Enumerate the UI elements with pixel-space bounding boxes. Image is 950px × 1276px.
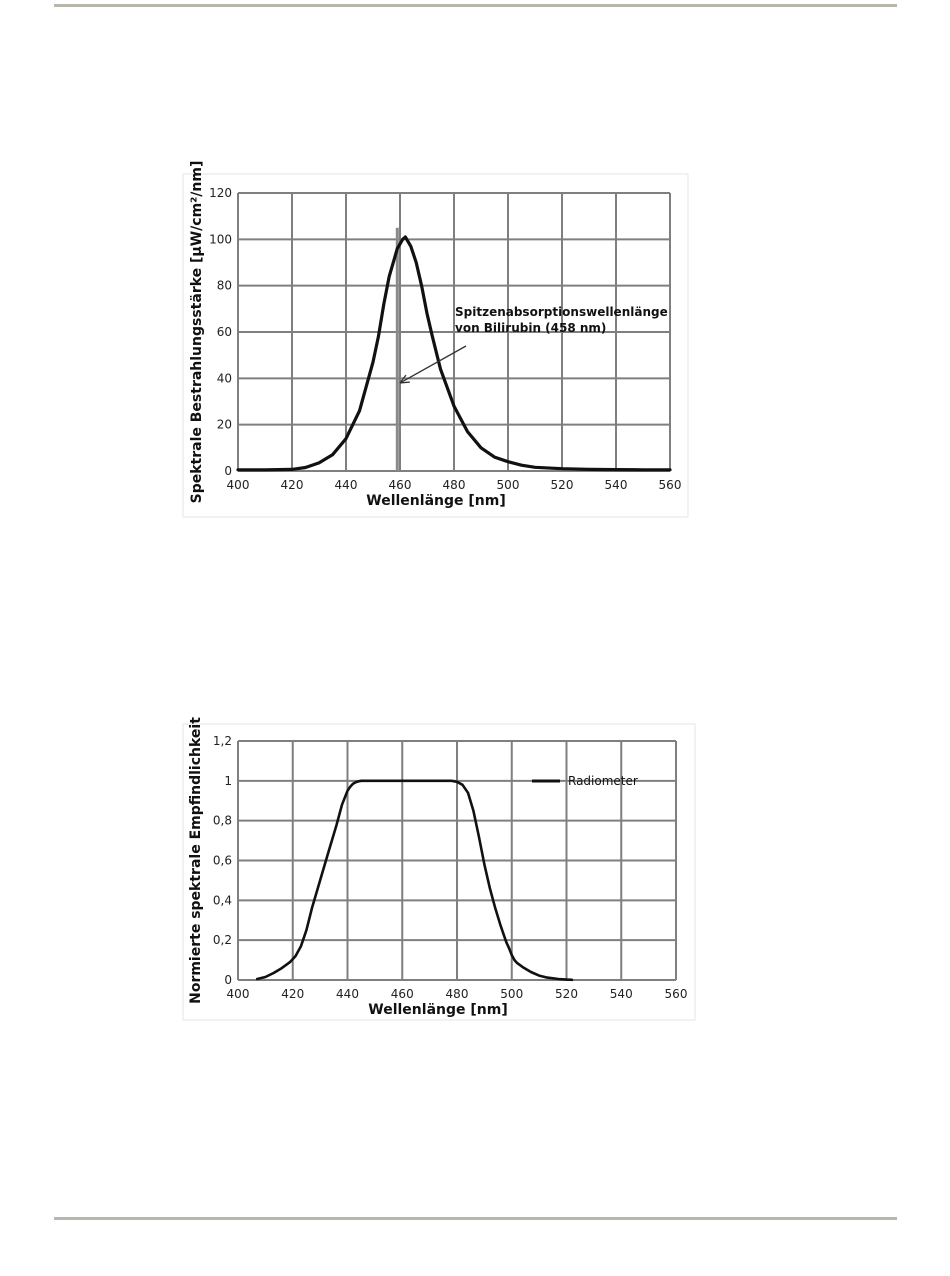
x-tick-label: 560: [665, 987, 688, 1001]
x-tick-label: 460: [391, 987, 414, 1001]
y-tick-label: 0,2: [213, 933, 232, 947]
y-tick-label: 100: [209, 232, 232, 246]
y-tick-label: 0,4: [213, 893, 232, 907]
series-line: [255, 779, 574, 982]
x-tick-label: 480: [443, 478, 466, 492]
x-tick-label: 540: [610, 987, 633, 1001]
x-axis-label: Wellenlänge [nm]: [366, 493, 505, 509]
x-tick-label: 560: [659, 478, 682, 492]
x-tick-label: 400: [227, 987, 250, 1001]
y-tick-label: 1,2: [213, 734, 232, 748]
x-tick-label: 480: [446, 987, 469, 1001]
x-tick-label: 500: [500, 987, 523, 1001]
annotation-arrowhead: [399, 374, 410, 384]
x-tick-label: 420: [281, 478, 304, 492]
chart-frame: [182, 723, 696, 1021]
y-tick-label: 120: [209, 186, 232, 200]
y-tick-label: 20: [217, 418, 232, 432]
x-tick-label: 440: [335, 478, 358, 492]
sensitivity-chart: 400 420 440 460 480 500 520 540 560 0 0,2 0,4 0,6 0,8…: [182, 717, 696, 1021]
x-tick-label: 540: [605, 478, 628, 492]
legend-label: Radiometer: [568, 774, 638, 788]
y-tick-label: 60: [217, 325, 232, 339]
y-tick-label: 1: [224, 774, 232, 788]
y-tick-label: 0: [224, 464, 232, 478]
bottom-rule: [54, 1217, 897, 1220]
x-tick-label: 500: [497, 478, 520, 492]
y-axis-label: Spektrale Bestrahlungsstärke [µW/cm²/nm]: [189, 161, 205, 504]
x-tick-label: 440: [336, 987, 359, 1001]
x-tick-label: 520: [555, 987, 578, 1001]
y-tick-label: 40: [217, 371, 232, 385]
y-tick-label: 0,8: [213, 814, 232, 828]
annotation-text: von Bilirubin (458 nm): [455, 321, 606, 335]
x-tick-label: 420: [281, 987, 304, 1001]
x-tick-label: 460: [389, 478, 412, 492]
y-axis-label: Normierte spektrale Empfindlichkeit: [188, 717, 204, 1004]
y-tick-label: 80: [217, 279, 232, 293]
annotation-text: Spitzenabsorptionswellenlänge: [455, 305, 668, 319]
chart-frame: [182, 173, 689, 518]
irradiance-chart: 400 420 440 460 480 500 520 540 560 0 20 40 60 80 100 1…: [182, 161, 689, 518]
top-rule: [54, 4, 897, 7]
series-line: [236, 235, 672, 472]
x-tick-label: 400: [227, 478, 250, 492]
x-axis-label: Wellenlänge [nm]: [368, 1002, 507, 1018]
y-tick-label: 0,6: [213, 854, 232, 868]
y-tick-label: 0: [224, 973, 232, 987]
x-tick-label: 520: [551, 478, 574, 492]
annotation-arrow: [399, 345, 467, 384]
